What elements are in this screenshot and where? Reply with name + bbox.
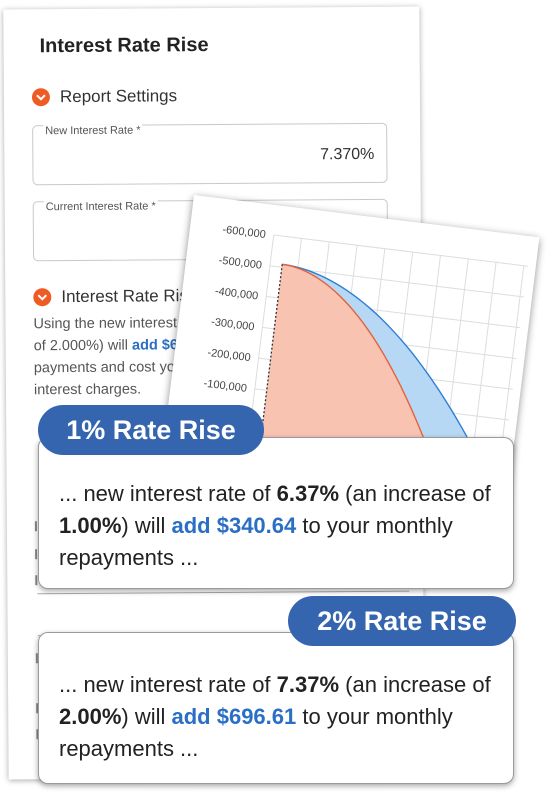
rate-rise-2pct-badge: 2% Rate Rise [288,596,516,646]
callout-text: to your monthly repayments ... [59,704,453,761]
y-tick-label: -300,000 [210,316,255,333]
callout-add-amount: add $696.61 [171,704,297,729]
callout-increase: 1.00% [59,513,122,538]
y-axis-ticks: -600,000 -500,000 -400,000 -300,000 -200,000… [203,224,266,395]
new-interest-rate-field[interactable]: New Interest Rate * 7.370% [32,122,388,186]
summary-text: of 2.000%) will [33,337,133,355]
y-tick-label: -200,000 [207,347,252,364]
y-tick-label: -100,000 [203,378,248,395]
callout-add-amount: add $340.64 [171,513,297,538]
callout-text: to your monthly repayments ... [59,513,453,570]
chevron-down-icon [33,288,52,307]
y-tick-label: -600,000 [222,224,267,241]
callout-text: ... new interest rate of [59,481,277,506]
callout-2pct-text: ... new interest rate of 7.37% (an incre… [59,669,499,765]
new-interest-rate-label: New Interest Rate * [43,124,143,138]
grid-line [273,234,528,267]
callout-1pct: ... new interest rate of 6.37% (an incre… [38,437,514,589]
callout-rate: 7.37% [276,672,340,697]
new-interest-rate-value: 7.370% [320,145,375,164]
callout-rate: 6.37% [276,481,340,506]
callout-increase: 2.00% [59,704,122,729]
callout-text: (an increase of [339,481,491,506]
report-settings-toggle[interactable]: Report Settings [31,86,178,107]
divider [35,549,38,560]
interest-rate-rise-toggle[interactable]: Interest Rate Rise [33,286,197,307]
page-title: Interest Rate Rise [39,34,209,58]
callout-text: (an increase of [339,672,491,697]
report-settings-label: Report Settings [59,86,178,107]
rate-rise-1pct-badge: 1% Rate Rise [38,405,264,455]
interest-rate-rise-label: Interest Rate Rise [61,286,198,307]
y-tick-label: -500,000 [218,255,263,272]
current-interest-rate-label: Current Interest Rate * [43,200,158,214]
y-tick-label: -400,000 [214,285,259,302]
chevron-down-icon [31,88,50,107]
divider [37,590,410,595]
callout-1pct-text: ... new interest rate of 6.37% (an incre… [59,478,499,574]
grid-line [269,265,525,298]
callout-2pct: ... new interest rate of 7.37% (an incre… [38,632,514,784]
divider [34,521,37,532]
report-panel: Interest Rate Rise Report Settings New I… [3,6,425,780]
callout-text: ) will [121,513,172,538]
callout-text: ... new interest rate of [59,672,277,697]
callout-text: ) will [121,704,172,729]
